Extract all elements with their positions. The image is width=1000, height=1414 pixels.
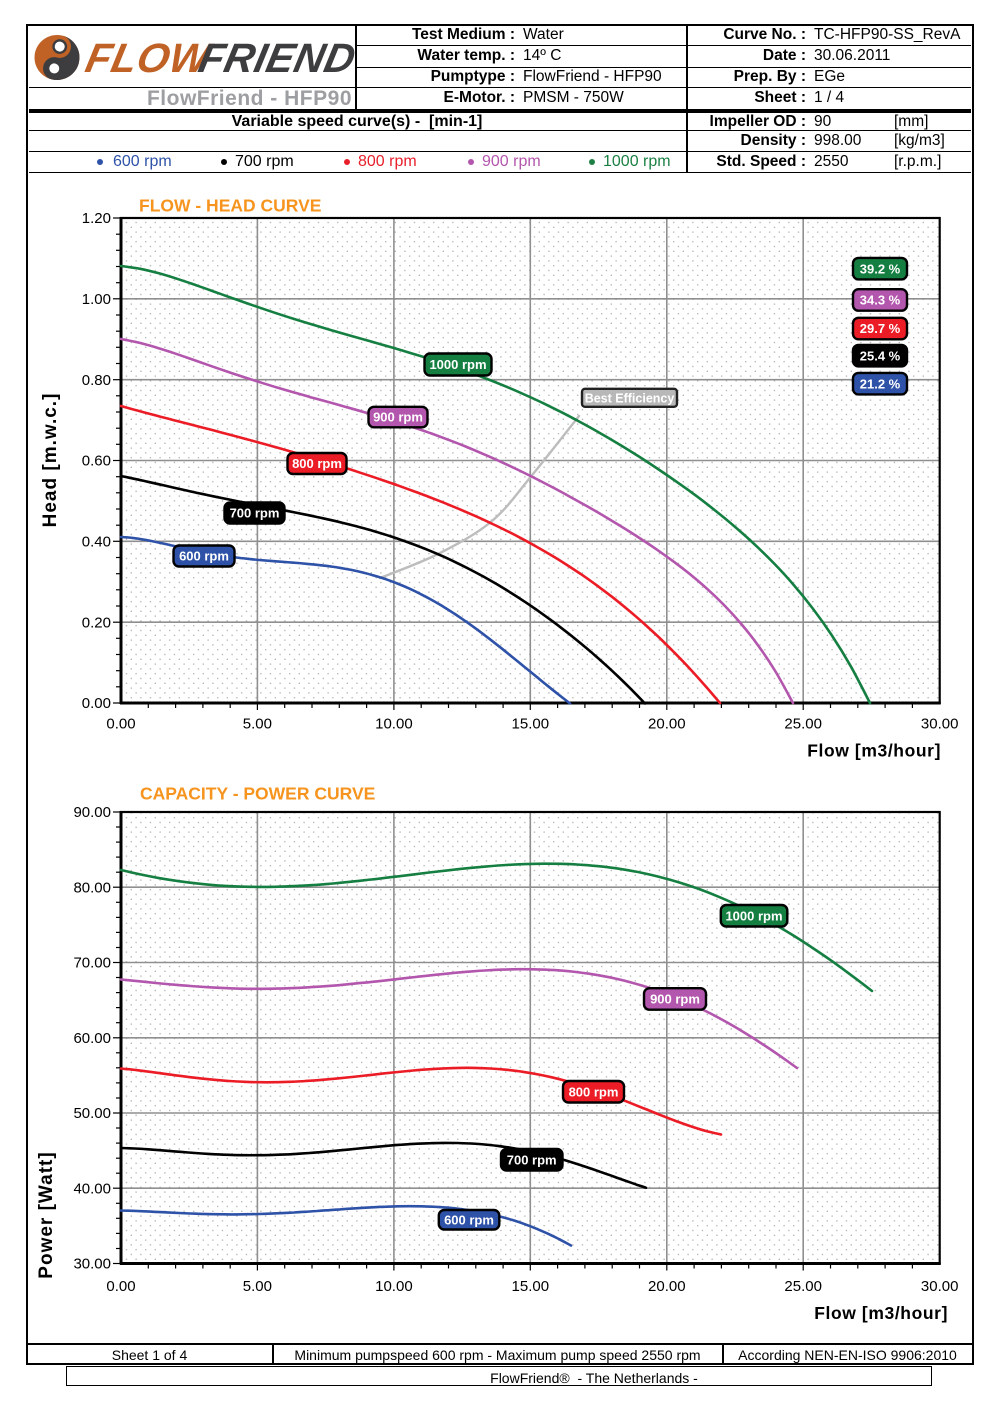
svg-text:Best Efficiency: Best Efficiency: [585, 391, 675, 405]
svg-text:0.20: 0.20: [82, 614, 111, 631]
svg-text:0.60: 0.60: [82, 453, 111, 470]
svg-text:0.00: 0.00: [106, 716, 135, 733]
svg-text:30.00: 30.00: [921, 716, 959, 733]
svg-text:1000 rpm: 1000 rpm: [725, 908, 782, 923]
svg-text:1000 rpm: 1000 rpm: [429, 357, 486, 372]
svg-text:34.3 %: 34.3 %: [860, 293, 901, 308]
svg-text:FRIEND: FRIEND: [195, 34, 360, 80]
svg-text:40.00: 40.00: [73, 1181, 111, 1198]
svg-text:20.00: 20.00: [648, 1278, 686, 1295]
svg-text:15.00: 15.00: [512, 1278, 550, 1295]
svg-text:0.40: 0.40: [82, 534, 111, 551]
svg-text:30.00: 30.00: [921, 1278, 959, 1295]
svg-text:50.00: 50.00: [73, 1105, 111, 1122]
svg-text:15.00: 15.00: [512, 716, 550, 733]
svg-text:1.20: 1.20: [82, 210, 111, 227]
svg-text:10.00: 10.00: [375, 716, 413, 733]
svg-text:0.00: 0.00: [82, 695, 111, 712]
svg-text:600 rpm: 600 rpm: [444, 1212, 494, 1227]
svg-text:60.00: 60.00: [73, 1030, 111, 1047]
svg-text:Power [Watt]: Power [Watt]: [36, 1151, 57, 1278]
svg-text:1.00: 1.00: [82, 291, 111, 308]
svg-text:5.00: 5.00: [243, 716, 272, 733]
svg-text:700 rpm: 700 rpm: [507, 1152, 557, 1167]
svg-text:90.00: 90.00: [73, 804, 111, 821]
svg-text:FLOW - HEAD CURVE: FLOW - HEAD CURVE: [139, 196, 321, 216]
svg-text:39.2 %: 39.2 %: [860, 261, 901, 276]
svg-text:0.00: 0.00: [106, 1278, 135, 1295]
svg-text:600 rpm: 600 rpm: [179, 549, 229, 564]
svg-text:700 rpm: 700 rpm: [230, 506, 280, 521]
svg-text:800 rpm: 800 rpm: [292, 456, 342, 471]
svg-text:FLOW: FLOW: [82, 34, 218, 80]
svg-text:20.00: 20.00: [648, 716, 686, 733]
svg-text:800 rpm: 800 rpm: [569, 1084, 619, 1099]
svg-text:900 rpm: 900 rpm: [650, 992, 700, 1007]
svg-text:70.00: 70.00: [73, 955, 111, 972]
svg-text:10.00: 10.00: [375, 1278, 413, 1295]
svg-text:5.00: 5.00: [243, 1278, 272, 1295]
svg-text:30.00: 30.00: [73, 1256, 111, 1273]
svg-text:900 rpm: 900 rpm: [373, 410, 423, 425]
svg-text:Flow [m3/hour]: Flow [m3/hour]: [807, 741, 941, 761]
svg-text:CAPACITY - POWER CURVE: CAPACITY - POWER CURVE: [140, 784, 375, 804]
svg-text:Flow [m3/hour]: Flow [m3/hour]: [814, 1303, 948, 1323]
svg-text:25.00: 25.00: [784, 1278, 822, 1295]
svg-text:21.2 %: 21.2 %: [860, 376, 901, 391]
svg-text:25.00: 25.00: [784, 716, 822, 733]
svg-text:25.4 %: 25.4 %: [860, 348, 901, 363]
svg-text:0.80: 0.80: [82, 372, 111, 389]
svg-text:80.00: 80.00: [73, 880, 111, 897]
svg-text:Head [m.w.c.]: Head [m.w.c.]: [40, 393, 61, 528]
svg-text:29.7 %: 29.7 %: [860, 321, 901, 336]
